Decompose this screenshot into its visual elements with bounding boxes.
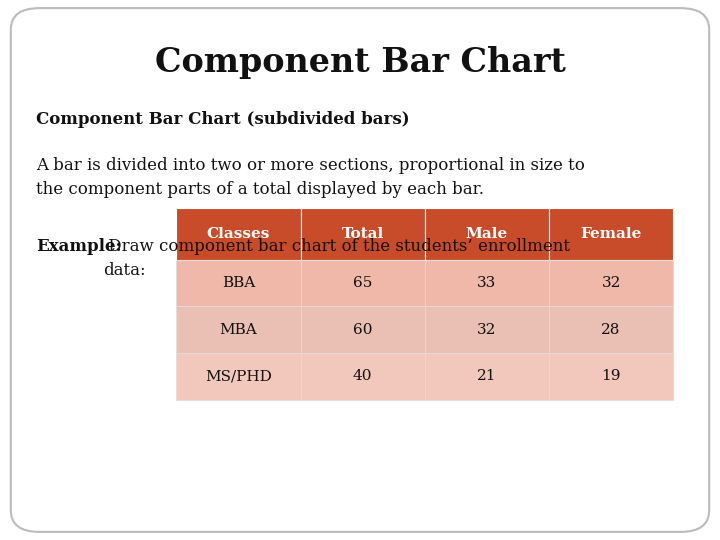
Text: 40: 40 [353,369,372,383]
Bar [176,353,301,400]
Text: 32: 32 [601,276,621,290]
Bar [425,260,549,306]
Text: Classes: Classes [207,227,270,241]
Text: Male: Male [466,227,508,241]
Text: BBA: BBA [222,276,255,290]
Bar [301,306,425,353]
Bar [176,208,301,260]
Text: Total: Total [341,227,384,241]
Text: MS/PHD: MS/PHD [205,369,272,383]
Bar [425,353,549,400]
Text: 65: 65 [353,276,372,290]
Bar [549,208,673,260]
Text: Draw component bar chart of the students’ enrollment
data:: Draw component bar chart of the students… [103,238,570,279]
Text: 32: 32 [477,322,497,336]
Text: 28: 28 [601,322,621,336]
Bar [176,260,301,306]
Text: Component Bar Chart (subdivided bars): Component Bar Chart (subdivided bars) [36,111,410,127]
Bar [425,306,549,353]
Bar [549,353,673,400]
Text: Female: Female [580,227,642,241]
Bar [301,208,425,260]
Bar [176,306,301,353]
Bar [549,260,673,306]
Text: Example:: Example: [36,238,122,254]
Bar [425,208,549,260]
Text: MBA: MBA [220,322,257,336]
Text: 21: 21 [477,369,497,383]
Text: Component Bar Chart: Component Bar Chart [155,46,565,79]
Bar [301,260,425,306]
Text: A bar is divided into two or more sections, proportional in size to
the componen: A bar is divided into two or more sectio… [36,157,585,198]
Bar [549,306,673,353]
Bar [301,353,425,400]
Text: 33: 33 [477,276,497,290]
FancyBboxPatch shape [11,8,709,532]
Text: 60: 60 [353,322,372,336]
Text: 19: 19 [601,369,621,383]
